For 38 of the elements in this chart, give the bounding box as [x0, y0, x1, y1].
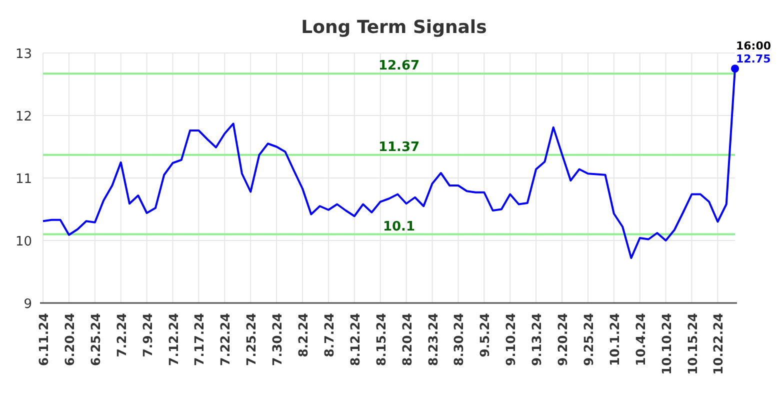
x-tick-label: 8.12.24 [347, 312, 362, 366]
x-tick-label: 9.20.24 [555, 312, 570, 366]
data-label: 12.75 [736, 52, 771, 66]
x-tick-label: 9.13.24 [529, 312, 544, 366]
x-tick-label: 7.30.24 [270, 312, 285, 366]
ref-line-label: 12.67 [378, 58, 420, 74]
x-tick-label: 10.15.24 [684, 312, 700, 375]
x-tick-label: 7.22.24 [218, 312, 233, 366]
x-tick-label: 8.2.24 [296, 312, 310, 358]
y-tick-label: 9 [24, 297, 32, 312]
y-tick-label: 13 [15, 47, 32, 62]
x-tick-label: 10.10.24 [658, 312, 674, 375]
x-tick-label: 9.25.24 [580, 312, 596, 366]
text: 16:00 [736, 40, 772, 53]
y-tick-label: 12 [15, 110, 32, 124]
x-tick-label: 6.20.24 [62, 312, 77, 366]
x-tick-label: 8.7.24 [321, 312, 336, 358]
ref-line-label: 10.1 [382, 219, 416, 234]
y-tick-label: 11 [15, 172, 32, 187]
x-tick-label: 9.5.24 [477, 312, 492, 358]
y-tick-label: 10 [15, 234, 32, 250]
x-tick-label: 7.12.24 [166, 312, 181, 366]
x-tick-label: 8.20.24 [399, 312, 414, 366]
x-tick-label: 8.15.24 [373, 312, 388, 366]
chart-title: Long Term Signals [301, 17, 487, 38]
x-tick-label: 7.2.24 [114, 312, 129, 358]
x-tick-label: 6.11.24 [36, 312, 51, 366]
x-tick-label: 8.23.24 [425, 312, 440, 366]
x-tick-label: 9.10.24 [503, 312, 518, 366]
x-tick-label: 7.9.24 [140, 312, 155, 358]
x-tick-label: 7.17.24 [192, 312, 207, 366]
x-tick-label: 6.25.24 [88, 312, 103, 366]
x-tick-label: 8.30.24 [451, 312, 466, 366]
ref-line-label: 11.37 [378, 140, 420, 155]
x-tick-label: 10.22.24 [710, 312, 726, 375]
x-tick-label: 7.25.24 [244, 312, 259, 366]
x-tick-label: 10.1.24 [606, 312, 622, 366]
x-tick-label: 10.4.24 [632, 312, 648, 366]
